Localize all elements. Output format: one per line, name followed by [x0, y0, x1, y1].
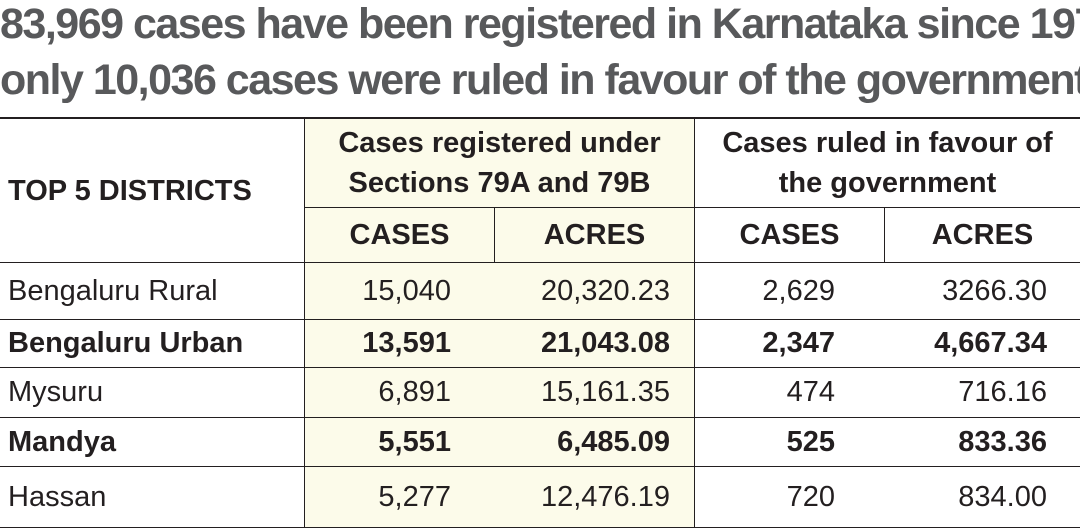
grid-line — [0, 319, 1080, 320]
headline-line-2: only 10,036 cases were ruled in favour o… — [0, 56, 1080, 104]
top-rule — [0, 117, 1080, 119]
subheader-cases-registered: CASES — [349, 219, 450, 251]
registered-acres-cell: 12,476.19 — [540, 480, 670, 513]
grid-line — [694, 119, 695, 528]
subheader-cases-ruled: CASES — [739, 219, 840, 251]
registered-cases-cell: 6,891 — [378, 376, 451, 408]
grid-line — [0, 367, 1080, 368]
registered-acres-cell: 21,043.08 — [540, 327, 670, 359]
district-cell: Hassan — [8, 480, 107, 513]
registered-group-shade — [305, 119, 694, 528]
registered-cases-cell: 13,591 — [362, 327, 451, 359]
grid-line — [305, 207, 1080, 208]
corner-label: TOP 5 DISTRICTS — [8, 174, 252, 207]
registered-acres-cell: 6,485.09 — [557, 425, 670, 458]
grid-line — [884, 208, 885, 262]
registered-cases-cell: 5,277 — [378, 480, 451, 513]
registered-acres-cell: 20,320.23 — [540, 274, 670, 307]
group-header-registered: Cases registered under Sections 79A and … — [338, 127, 661, 199]
registered-cases-cell: 15,040 — [362, 274, 451, 307]
grid-line — [0, 466, 1080, 467]
headline-line-1: 83,969 cases have been registered in Kar… — [0, 0, 1080, 48]
ruled-acres-cell: 4,667.34 — [934, 327, 1047, 359]
district-cell: Mandya — [8, 425, 116, 458]
grid-line — [0, 527, 1080, 528]
group-header-ruled: Cases ruled in favour of the government — [722, 127, 1053, 199]
ruled-acres-cell: 716.16 — [958, 376, 1047, 408]
grid-line — [0, 417, 1080, 418]
registered-cases-cell: 5,551 — [378, 425, 451, 458]
ruled-acres-cell: 3266.30 — [942, 274, 1047, 307]
district-cell: Bengaluru Urban — [8, 327, 244, 359]
ruled-cases-cell: 525 — [786, 425, 835, 458]
grid-line — [0, 262, 1080, 263]
subheader-acres-ruled: ACRES — [931, 219, 1034, 251]
registered-acres-cell: 15,161.35 — [540, 376, 670, 408]
ruled-cases-cell: 2,347 — [762, 327, 835, 359]
district-cell: Mysuru — [8, 376, 104, 408]
grid-line — [494, 208, 495, 262]
ruled-acres-cell: 833.36 — [958, 425, 1047, 458]
ruled-cases-cell: 474 — [786, 376, 835, 408]
ruled-cases-cell: 720 — [786, 480, 835, 513]
district-cell: Bengaluru Rural — [8, 274, 218, 307]
grid-line — [304, 119, 305, 528]
ruled-acres-cell: 834.00 — [958, 480, 1047, 513]
ruled-cases-cell: 2,629 — [762, 274, 835, 307]
subheader-acres-registered: ACRES — [543, 219, 646, 251]
